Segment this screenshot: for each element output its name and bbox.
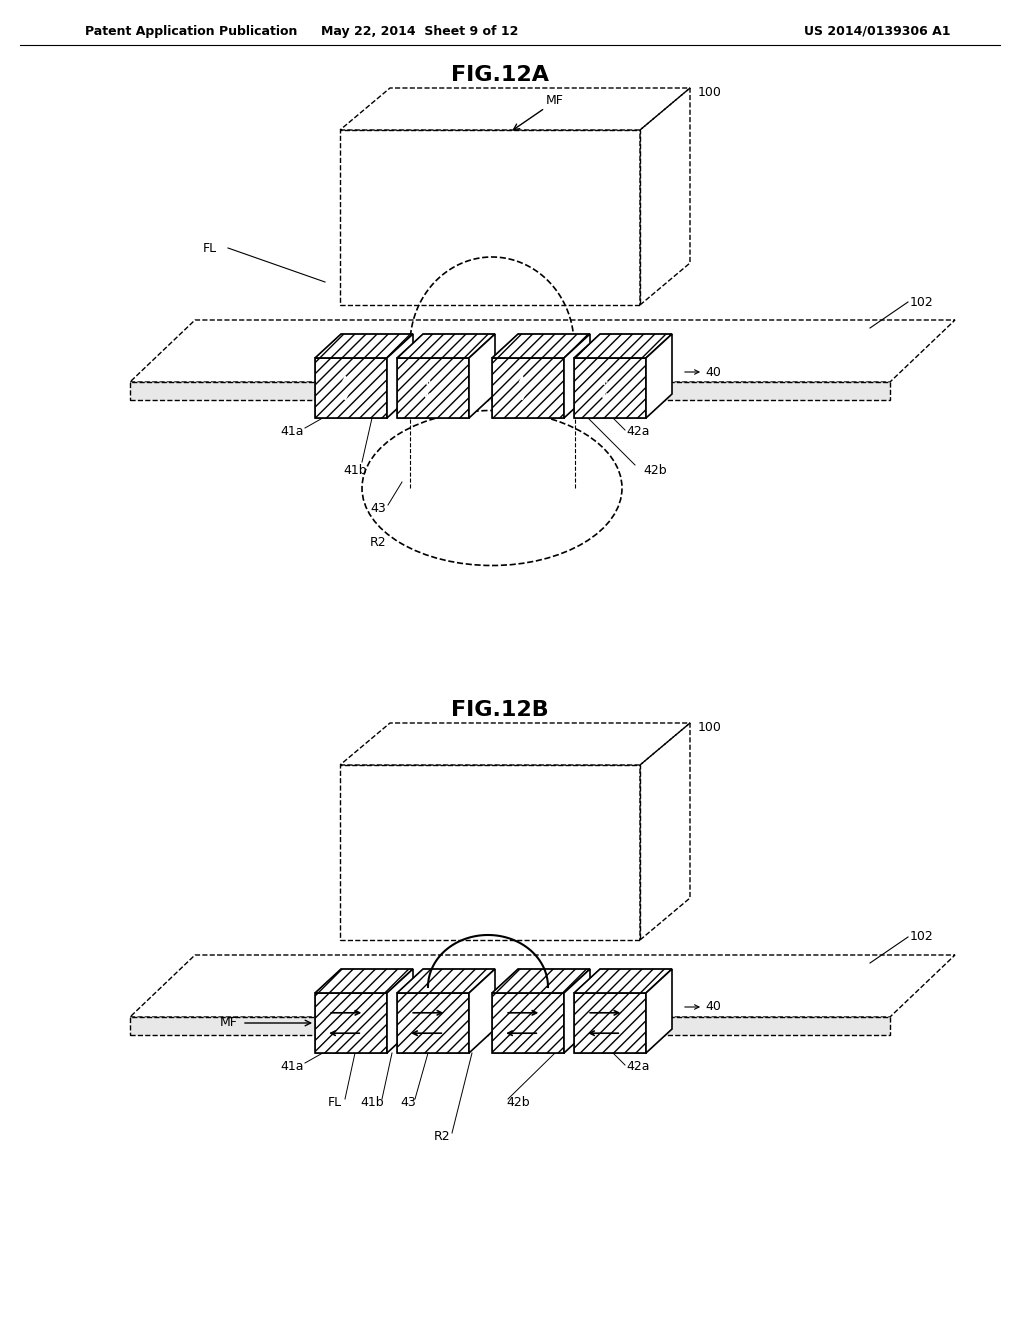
Text: 43: 43 xyxy=(370,502,386,515)
Text: R2: R2 xyxy=(434,1130,451,1143)
Text: 100: 100 xyxy=(698,87,722,99)
Text: 43: 43 xyxy=(400,1097,416,1110)
Polygon shape xyxy=(492,358,564,418)
Polygon shape xyxy=(574,969,672,993)
Text: US 2014/0139306 A1: US 2014/0139306 A1 xyxy=(804,25,950,38)
Text: 41b: 41b xyxy=(360,1097,384,1110)
Text: FIG.12A: FIG.12A xyxy=(451,65,549,84)
Text: 102: 102 xyxy=(910,931,934,944)
Polygon shape xyxy=(469,969,495,1053)
Text: MF: MF xyxy=(220,1016,238,1030)
Text: FL: FL xyxy=(203,242,217,255)
Text: 41b: 41b xyxy=(343,463,367,477)
Polygon shape xyxy=(564,969,590,1053)
Polygon shape xyxy=(492,993,564,1053)
Polygon shape xyxy=(315,969,413,993)
Polygon shape xyxy=(397,334,495,358)
Text: 41a: 41a xyxy=(281,425,304,438)
Polygon shape xyxy=(397,969,495,993)
Text: 42a: 42a xyxy=(627,425,650,438)
Polygon shape xyxy=(564,334,590,418)
Text: Patent Application Publication: Patent Application Publication xyxy=(85,25,297,38)
Text: 42b: 42b xyxy=(506,1097,529,1110)
Polygon shape xyxy=(492,969,590,993)
Text: FIG.12B: FIG.12B xyxy=(452,700,549,719)
Text: MF: MF xyxy=(546,94,564,107)
Polygon shape xyxy=(315,334,413,358)
Polygon shape xyxy=(492,334,590,358)
Text: 40: 40 xyxy=(705,366,721,379)
Polygon shape xyxy=(574,358,646,418)
Text: 100: 100 xyxy=(698,722,722,734)
Polygon shape xyxy=(315,993,387,1053)
Text: 42b: 42b xyxy=(643,463,667,477)
Text: 42a: 42a xyxy=(627,1060,650,1073)
Text: 40: 40 xyxy=(705,1001,721,1014)
Text: R2: R2 xyxy=(370,536,386,549)
Polygon shape xyxy=(646,334,672,418)
Polygon shape xyxy=(574,993,646,1053)
Polygon shape xyxy=(387,334,413,418)
Polygon shape xyxy=(646,969,672,1053)
Text: May 22, 2014  Sheet 9 of 12: May 22, 2014 Sheet 9 of 12 xyxy=(322,25,519,38)
Polygon shape xyxy=(130,381,890,400)
Polygon shape xyxy=(130,1016,890,1035)
Polygon shape xyxy=(574,334,672,358)
Text: FL: FL xyxy=(328,1097,342,1110)
Text: 102: 102 xyxy=(910,296,934,309)
Polygon shape xyxy=(387,969,413,1053)
Text: 41a: 41a xyxy=(281,1060,304,1073)
Polygon shape xyxy=(315,358,387,418)
Polygon shape xyxy=(397,358,469,418)
Polygon shape xyxy=(397,993,469,1053)
Polygon shape xyxy=(469,334,495,418)
